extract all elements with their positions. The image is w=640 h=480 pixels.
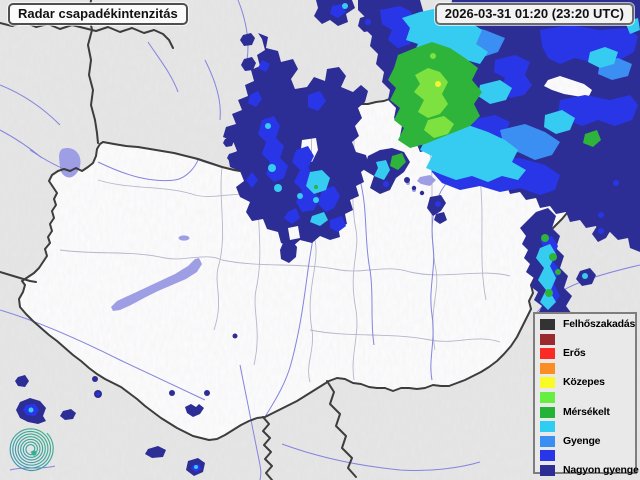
spiral-center-dot <box>31 450 37 456</box>
legend-label: Közepes <box>563 376 605 389</box>
legend-swatch <box>540 421 555 433</box>
lake-tisza <box>417 175 436 186</box>
legend-row: Nagyon gyenge <box>540 464 639 476</box>
legend-label: Gyenge <box>563 434 601 447</box>
met-service-spiral-logo <box>9 428 54 472</box>
legend-row: Felhőszakadás <box>540 319 635 330</box>
legend-swatch <box>540 435 555 447</box>
lakes-layer <box>59 148 436 311</box>
timestamp-badge: 2026-03-31 01:20 (23:20 UTC) <box>434 3 634 25</box>
map-title: Radar csapadékintenzitás <box>8 3 188 25</box>
legend-row <box>540 391 635 403</box>
legend-swatch <box>540 348 555 360</box>
legend-swatch <box>540 391 555 403</box>
legend-swatch <box>540 333 555 345</box>
legend-row <box>540 450 635 462</box>
legend-row: Közepes <box>540 376 635 389</box>
legend-row <box>540 421 635 433</box>
legend-panel: Felhőszakadás Erős Közepes Mérsékelt Gyenge N… <box>533 312 639 476</box>
legend-label: Mérsékelt <box>563 405 610 418</box>
legend-label: Nagyon gyenge <box>563 463 639 476</box>
legend-row: Mérsékelt <box>540 405 635 418</box>
precipitation-layer <box>15 0 640 476</box>
legend-swatch <box>540 362 555 374</box>
legend-row <box>540 333 635 345</box>
lake-balaton <box>111 258 202 311</box>
lake-velence <box>178 235 190 241</box>
legend-swatch <box>540 406 555 418</box>
legend-row: Erős <box>540 347 635 360</box>
legend-swatch <box>540 464 555 476</box>
legend-label: Erős <box>563 347 586 360</box>
legend-label: Felhőszakadás <box>563 318 636 330</box>
legend-swatch <box>540 319 555 330</box>
legend-row <box>540 362 635 374</box>
legend-swatch <box>540 377 555 389</box>
legend-swatch <box>540 450 555 462</box>
legend-row: Gyenge <box>540 434 635 447</box>
